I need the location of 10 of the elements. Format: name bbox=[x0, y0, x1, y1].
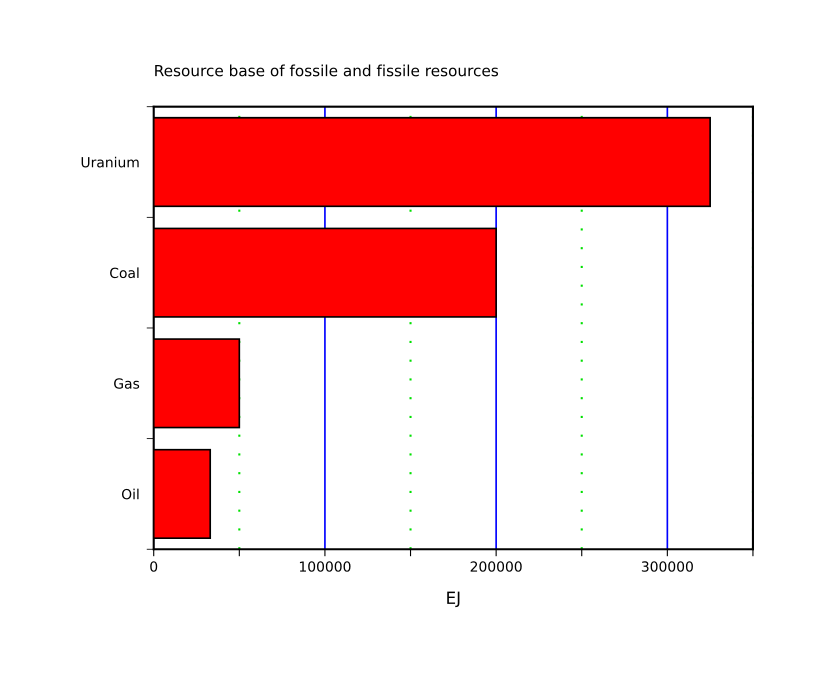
y-tick-label: Gas bbox=[114, 378, 140, 389]
x-tick-label: 200000 bbox=[470, 561, 522, 572]
y-tick-label: Uranium bbox=[82, 156, 139, 168]
x-tick-label: 100000 bbox=[300, 561, 351, 572]
x-tick-label: 300000 bbox=[642, 561, 693, 572]
x-axis-title: EJ bbox=[447, 592, 460, 608]
y-tick-label: Coal bbox=[110, 267, 139, 278]
y-tick-label: Oil bbox=[122, 488, 139, 500]
x-tick-label: 0 bbox=[150, 561, 158, 572]
chart-title: Resource base of fossile and fissile resources bbox=[155, 64, 498, 76]
